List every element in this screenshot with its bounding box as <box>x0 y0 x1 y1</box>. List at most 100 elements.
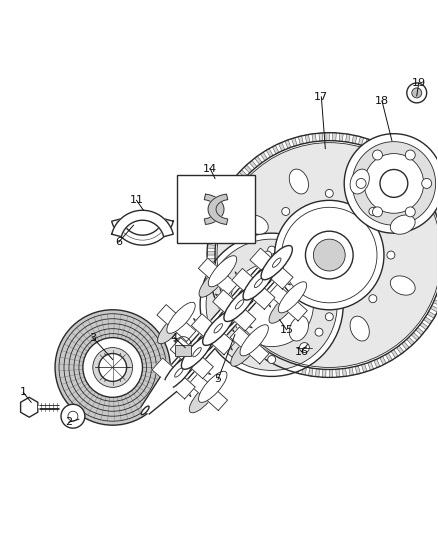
Polygon shape <box>424 317 432 324</box>
Polygon shape <box>436 294 438 300</box>
Polygon shape <box>160 258 283 392</box>
Polygon shape <box>215 294 247 313</box>
Polygon shape <box>432 201 438 207</box>
Polygon shape <box>346 134 350 142</box>
Ellipse shape <box>199 266 227 297</box>
Polygon shape <box>282 360 288 369</box>
Polygon shape <box>433 300 438 306</box>
Circle shape <box>380 169 408 197</box>
Polygon shape <box>326 133 329 141</box>
Ellipse shape <box>254 278 263 288</box>
Polygon shape <box>374 359 380 368</box>
Polygon shape <box>259 266 290 285</box>
Polygon shape <box>174 341 205 359</box>
Polygon shape <box>207 252 215 255</box>
Circle shape <box>387 251 395 259</box>
Polygon shape <box>358 137 364 146</box>
Polygon shape <box>409 167 417 175</box>
Polygon shape <box>213 290 222 296</box>
Circle shape <box>68 411 78 421</box>
Ellipse shape <box>244 276 268 295</box>
Polygon shape <box>371 141 377 150</box>
Ellipse shape <box>213 299 244 334</box>
Circle shape <box>305 231 353 279</box>
Polygon shape <box>210 224 219 229</box>
Circle shape <box>315 273 323 281</box>
Circle shape <box>268 356 276 364</box>
Text: 6: 6 <box>115 237 122 247</box>
Polygon shape <box>268 284 307 321</box>
Polygon shape <box>219 198 228 205</box>
Circle shape <box>407 83 427 103</box>
Ellipse shape <box>198 372 227 402</box>
Polygon shape <box>211 284 219 289</box>
Circle shape <box>373 150 382 160</box>
Polygon shape <box>305 134 310 143</box>
Ellipse shape <box>244 215 268 234</box>
Polygon shape <box>239 170 247 177</box>
Polygon shape <box>214 211 223 216</box>
Ellipse shape <box>235 300 244 309</box>
Circle shape <box>325 313 333 321</box>
Ellipse shape <box>214 324 223 333</box>
Circle shape <box>369 295 377 303</box>
Polygon shape <box>249 160 257 168</box>
Polygon shape <box>285 140 291 149</box>
Polygon shape <box>208 271 217 276</box>
Polygon shape <box>319 133 323 141</box>
Polygon shape <box>352 135 357 143</box>
Circle shape <box>344 134 438 233</box>
Ellipse shape <box>163 356 194 390</box>
Polygon shape <box>230 180 239 188</box>
Circle shape <box>352 142 436 225</box>
Ellipse shape <box>350 169 369 194</box>
Polygon shape <box>194 318 216 348</box>
Polygon shape <box>396 346 404 354</box>
Polygon shape <box>258 348 265 356</box>
Circle shape <box>220 328 228 336</box>
Polygon shape <box>431 305 438 312</box>
Polygon shape <box>228 320 237 327</box>
Polygon shape <box>361 364 367 373</box>
Polygon shape <box>198 258 237 295</box>
Polygon shape <box>207 245 215 248</box>
Ellipse shape <box>269 292 297 323</box>
Circle shape <box>282 207 290 215</box>
Polygon shape <box>235 272 257 301</box>
Polygon shape <box>191 314 235 355</box>
Polygon shape <box>420 322 428 330</box>
Polygon shape <box>302 367 307 375</box>
Ellipse shape <box>189 382 218 413</box>
Polygon shape <box>312 133 316 142</box>
Polygon shape <box>295 365 300 374</box>
Ellipse shape <box>158 313 186 344</box>
Text: 5: 5 <box>215 374 222 384</box>
Ellipse shape <box>243 266 274 300</box>
Polygon shape <box>364 139 371 147</box>
Polygon shape <box>157 304 196 342</box>
Circle shape <box>55 310 170 425</box>
Polygon shape <box>343 368 347 377</box>
Polygon shape <box>217 204 226 211</box>
Polygon shape <box>218 303 227 309</box>
Polygon shape <box>422 183 430 190</box>
Circle shape <box>220 273 228 281</box>
Circle shape <box>315 328 323 336</box>
Text: 11: 11 <box>130 196 144 205</box>
Ellipse shape <box>167 302 195 333</box>
Polygon shape <box>404 163 412 171</box>
Polygon shape <box>411 333 419 341</box>
Polygon shape <box>170 337 213 378</box>
Ellipse shape <box>289 316 308 341</box>
Ellipse shape <box>208 256 237 287</box>
Circle shape <box>373 207 382 217</box>
Polygon shape <box>416 327 424 335</box>
Ellipse shape <box>233 278 264 312</box>
Polygon shape <box>215 296 224 303</box>
Circle shape <box>325 189 333 197</box>
Polygon shape <box>391 350 398 358</box>
Circle shape <box>356 179 366 188</box>
Polygon shape <box>233 325 241 333</box>
Polygon shape <box>208 265 216 269</box>
Circle shape <box>275 200 384 310</box>
